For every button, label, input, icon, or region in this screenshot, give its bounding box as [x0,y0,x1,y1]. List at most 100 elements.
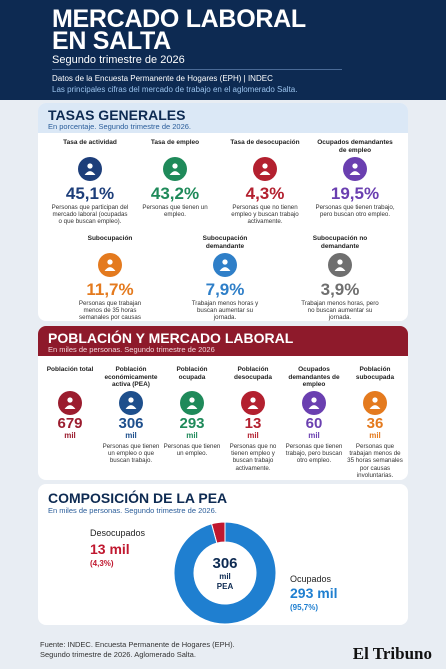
rate-value: 45,1% [65,184,115,203]
icon-body [186,405,198,409]
icon-body [219,267,231,271]
subtitle: Segundo trimestre de 2026 [52,54,185,66]
rate-label: Tasa de desocupación [230,139,300,146]
footer-source: Fuente: INDEC. Encuesta Permanente de Ho… [40,640,235,660]
rate-description: Personas que participan del mercado labo… [51,204,129,226]
icon-head [67,397,73,403]
icon-body [349,171,361,175]
icon [119,391,143,415]
rate-label: Subocupación demandante [202,235,248,250]
rate-value: 7,9% [205,280,245,299]
icon [363,391,387,415]
population-unit: mil [308,431,320,440]
icon-circle [241,391,265,415]
icon-head [87,163,93,169]
population-description: Personas que tienen un empleo. [163,443,221,458]
icon-circle [253,157,277,181]
icon-head [189,397,195,403]
icon-circle [363,391,387,415]
population-value: 36 [366,415,384,432]
icon [302,391,326,415]
source-line: Fuente: INDEC. Encuesta Permanente de Ho… [40,640,235,649]
population-label: Población desocupada [234,366,272,381]
rates-band [38,103,408,133]
composition-card: COMPOSICIÓN DE LA PEA En miles de person… [38,484,408,625]
icon-circle [98,253,122,277]
population-unit: mil [125,431,137,440]
rate-label: Subocupación [87,235,133,242]
rate-label: Tasa de empleo [150,139,200,146]
icon-head [128,397,134,403]
population-label: Población total [46,366,94,373]
header: MERCADO LABORAL EN SALTA Segundo trimest… [0,0,446,100]
total-value: 306 [212,555,237,572]
rate-label: Ocupados demandantes de empleo [317,139,393,154]
icon-head [222,259,228,265]
rate-label: Subocupación no demandante [312,235,368,250]
rate-value: 19,5% [330,184,380,203]
title-line: MERCADO LABORAL [52,5,306,33]
population-unit: mil [186,431,198,440]
rate-description: Trabajan menos horas, pero no buscan aum… [301,300,379,321]
icon-body [247,405,259,409]
population-value: 679 [57,415,83,432]
icon-circle [119,391,143,415]
rate-value: 4,3% [245,184,285,203]
population-label: Población ocupada [176,366,208,381]
total-unit: mil [219,572,231,581]
icon-body [104,267,116,271]
segment-share: (4,3%) [90,559,114,568]
population-subtitle: En miles de personas. Segundo trimestre … [48,345,215,354]
icon [343,157,367,181]
population-label: Ocupados demandantes de empleo [288,366,340,388]
icon-circle [78,157,102,181]
icon-circle [213,253,237,277]
population-description: Personas que tienen un empleo o que busc… [102,443,160,465]
icon [98,253,122,277]
source-line: Segundo trimestre de 2026. Aglomerado Sa… [40,650,196,659]
rate-description: Personas que no tienen empleo y buscan t… [231,204,299,226]
icon-head [107,259,113,265]
icon-body [84,171,96,175]
description: Las principales cifras del mercado de tr… [52,85,298,94]
population-card: POBLACIÓN Y MERCADO LABORAL En miles de … [38,326,408,480]
rates-title: TASAS GENERALES [48,107,186,123]
icon [78,157,102,181]
icon-head [262,163,268,169]
icon-head [352,163,358,169]
icon [241,391,265,415]
population-value: 13 [244,415,262,432]
population-band [38,326,408,356]
rate-value: 43,2% [150,184,200,203]
rate-description: Trabajan menos horas y buscan aumentar s… [191,300,259,321]
population-unit: mil [247,431,259,440]
rate-value: 3,9% [320,280,360,299]
population-description: Personas que trabajan menos de 35 horas … [347,443,403,479]
icon-circle [302,391,326,415]
rate-label: Tasa de actividad [63,139,117,146]
icon [58,391,82,415]
title-line: EN SALTA [52,27,171,55]
icon [180,391,204,415]
icon-circle [58,391,82,415]
segment-name: Desocupados [90,528,146,538]
icon [253,157,277,181]
population-value: 60 [305,415,323,432]
icon-head [172,163,178,169]
divider [52,69,342,70]
icon-body [64,405,76,409]
rate-value: 11,7% [86,280,134,299]
segment-value: 293 mil [290,585,337,601]
segment-share: (95,7%) [290,603,318,612]
icon-body [125,405,137,409]
population-label: Población económicamente activa (PEA) [104,366,158,388]
icon [213,253,237,277]
icon-body [308,405,320,409]
population-description: Personas que tienen trabajo, pero buscan… [285,443,343,465]
icon-body [169,171,181,175]
icon-head [372,397,378,403]
rates-subtitle: En porcentaje. Segundo trimestre de 2026… [48,122,192,131]
icon-circle [163,157,187,181]
icon-body [369,405,381,409]
